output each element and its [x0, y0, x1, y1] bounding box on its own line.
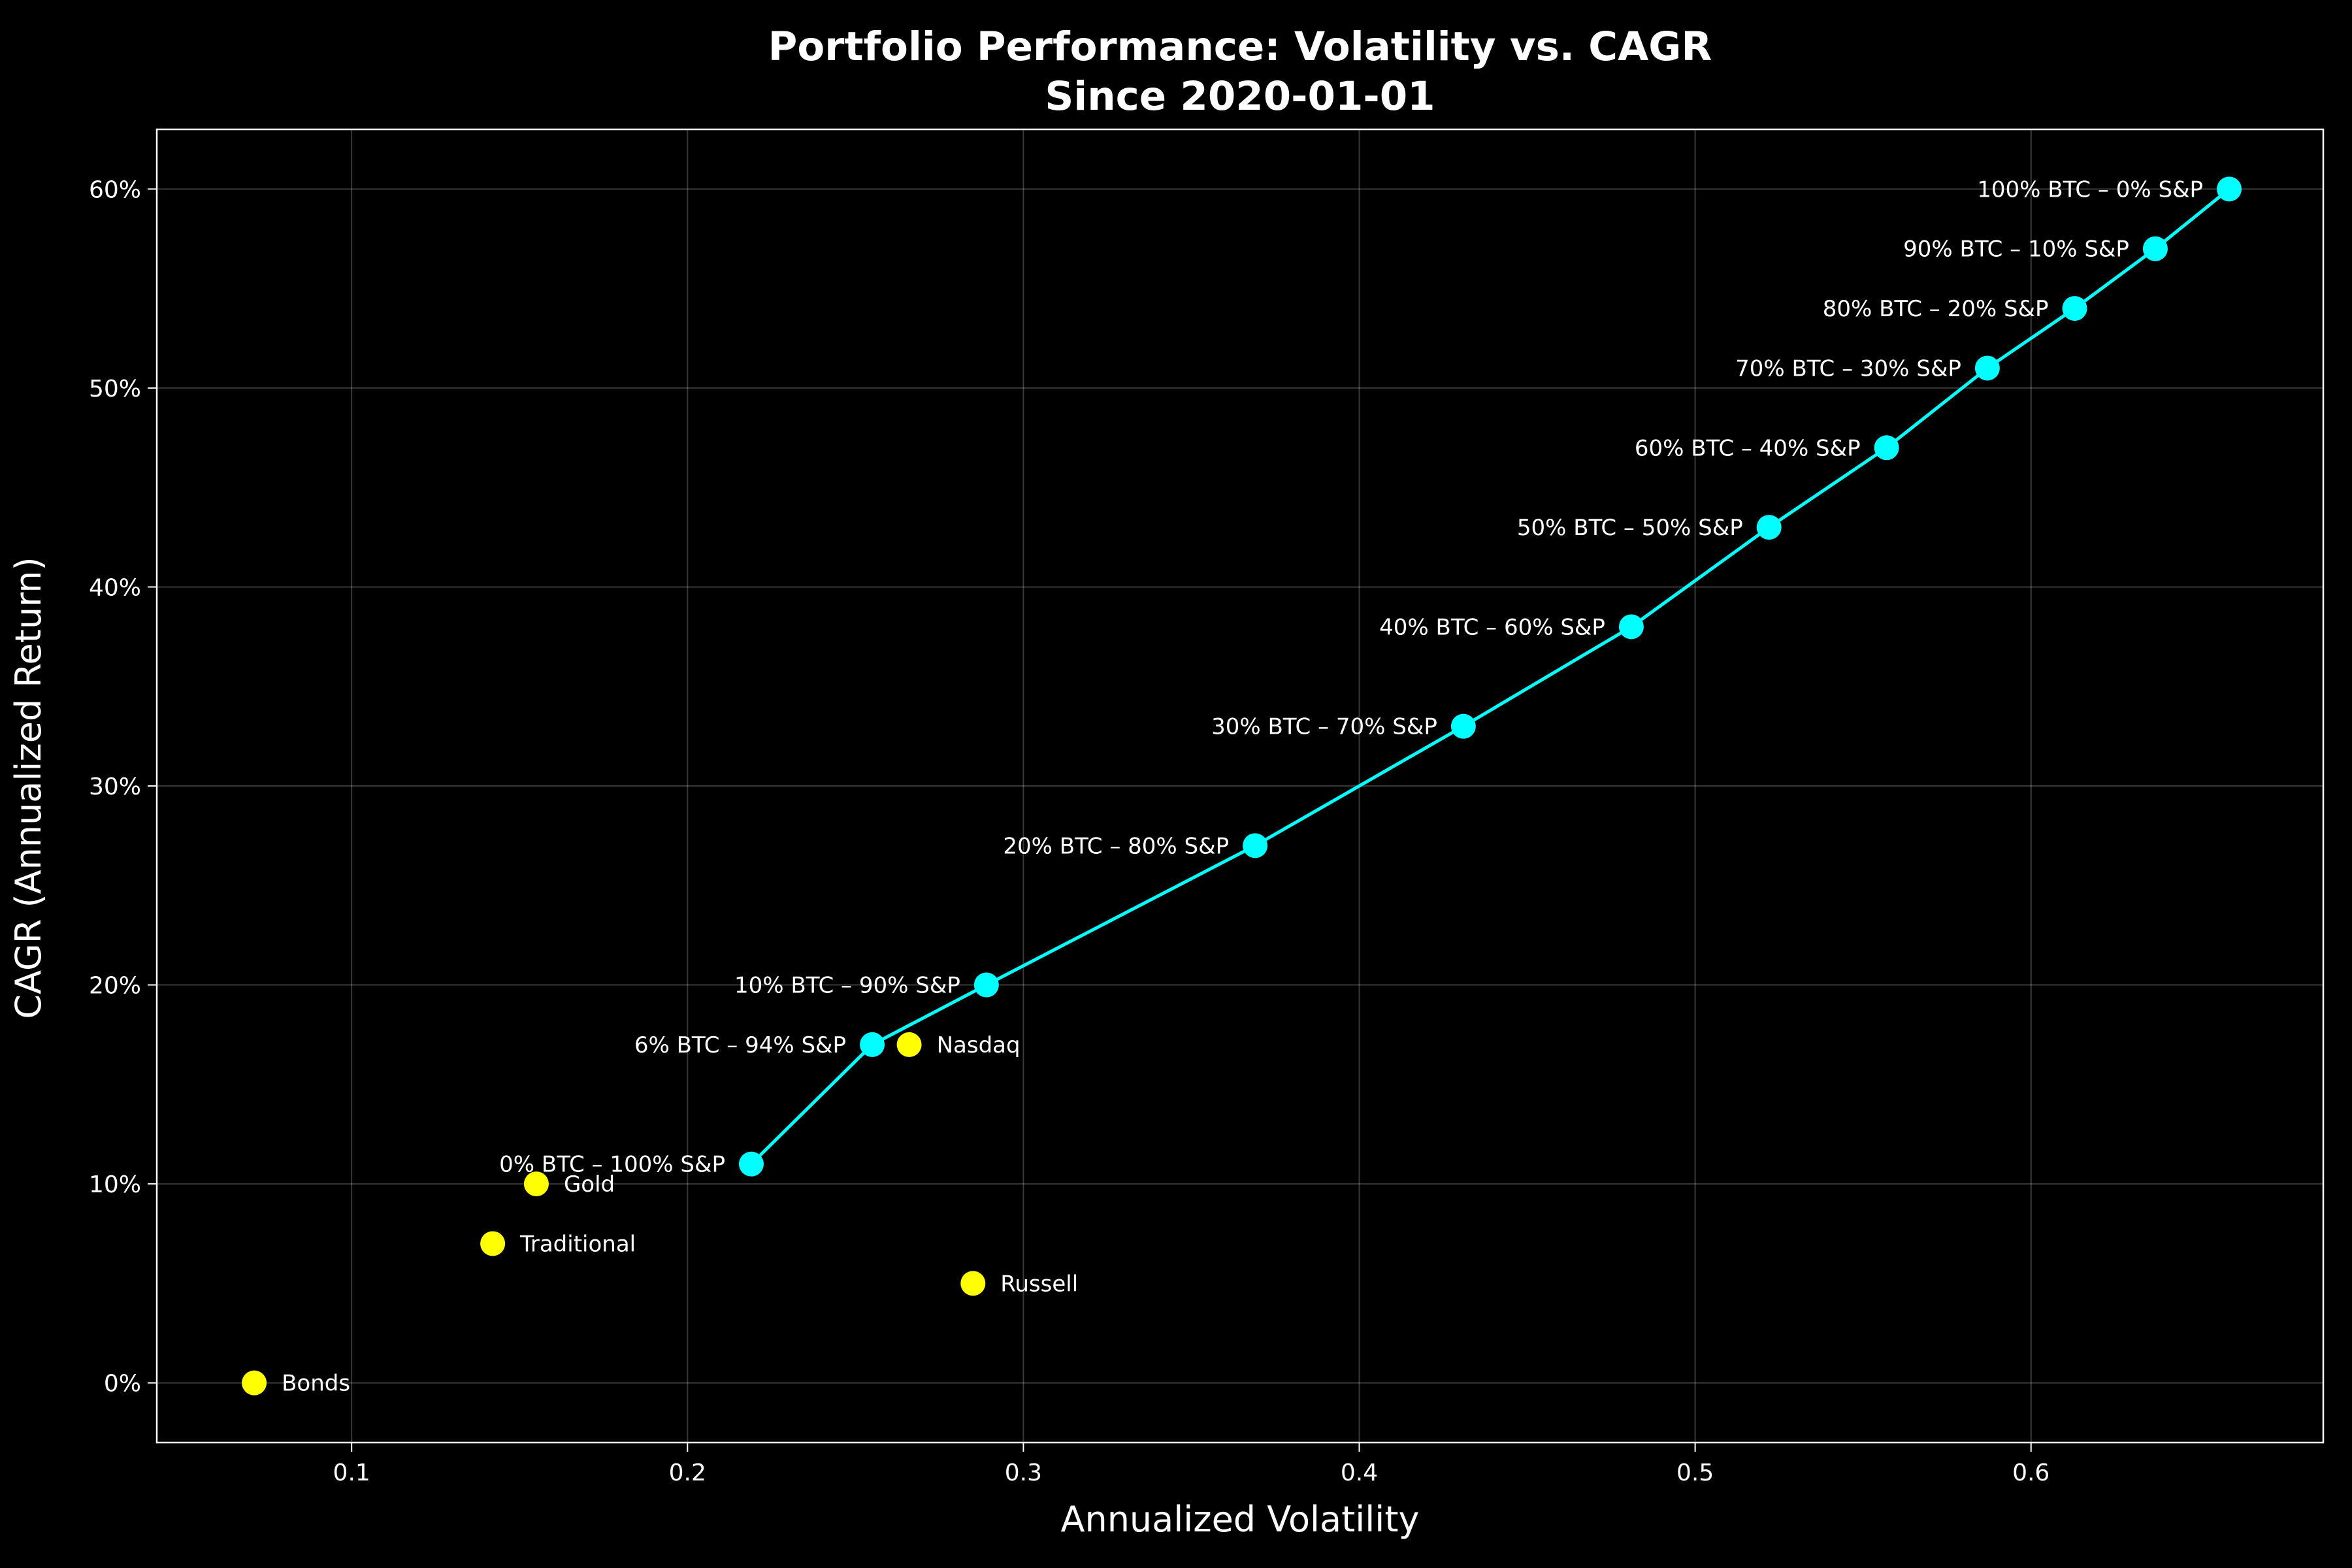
- series-1: Bonds Traditional Gold Nasdaq Russell: [242, 1032, 1078, 1397]
- data-point: [1874, 435, 1899, 461]
- point-label: Bonds: [282, 1371, 350, 1397]
- point-label: Traditional: [519, 1231, 636, 1257]
- data-point: [2217, 176, 2242, 202]
- x-tick-label: 0.1: [333, 1460, 370, 1486]
- y-tick-label: 50%: [89, 376, 141, 402]
- data-point: [2062, 296, 2087, 321]
- x-tick-label: 0.2: [669, 1460, 706, 1486]
- x-tick-label: 0.4: [1341, 1460, 1378, 1486]
- data-point: [896, 1032, 922, 1057]
- data-point: [1450, 713, 1476, 739]
- point-label: Russell: [1000, 1271, 1078, 1297]
- x-axis-label: Annualized Volatility: [1061, 1499, 1420, 1540]
- series-0: 0% BTC – 100% S&P6% BTC – 94% S&P10% BTC…: [499, 176, 2242, 1178]
- y-axis-label: CAGR (Annualized Return): [8, 557, 49, 1019]
- point-label: 50% BTC – 50% S&P: [1517, 515, 1743, 541]
- point-label: 20% BTC – 80% S&P: [1003, 833, 1229, 859]
- data-point: [242, 1370, 267, 1396]
- data-point: [523, 1171, 549, 1197]
- y-tick-label: 40%: [89, 574, 141, 601]
- series-line: [750, 188, 2230, 1166]
- data-point: [1756, 515, 1782, 540]
- point-label: 80% BTC – 20% S&P: [1823, 296, 2049, 322]
- axes: 0.1 0.2 0.3 0.4 0.5 0.6 0% 10% 20% 30% 40% 50% 60%: [89, 128, 2325, 1486]
- point-label: 10% BTC – 90% S&P: [734, 973, 960, 999]
- point-label: 6% BTC – 94% S&P: [634, 1032, 846, 1058]
- data-point: [1974, 355, 2000, 381]
- data-point: [2142, 236, 2168, 261]
- x-tick-label: 0.3: [1005, 1460, 1042, 1486]
- data-point: [973, 972, 999, 998]
- y-tick-label: 30%: [89, 774, 141, 800]
- data-point: [1618, 614, 1644, 640]
- data-point: [960, 1271, 986, 1296]
- x-tick-label: 0.6: [2012, 1460, 2050, 1486]
- point-label: Nasdaq: [937, 1032, 1021, 1058]
- series-layer: 0% BTC – 100% S&P6% BTC – 94% S&P10% BTC…: [242, 176, 2242, 1397]
- gridlines: [157, 129, 2323, 1443]
- chart-subtitle: Since 2020-01-01: [1045, 73, 1435, 120]
- data-point: [1243, 833, 1268, 858]
- y-tick-label: 0%: [104, 1371, 141, 1397]
- point-label: Gold: [564, 1171, 615, 1198]
- point-label: 30% BTC – 70% S&P: [1211, 714, 1437, 740]
- chart-title: Portfolio Performance: Volatility vs. CA…: [768, 24, 1712, 70]
- point-label: 40% BTC – 60% S&P: [1379, 614, 1605, 640]
- point-label: 70% BTC – 30% S&P: [1735, 355, 1961, 382]
- data-point: [738, 1151, 764, 1177]
- data-point: [480, 1231, 506, 1256]
- data-point: [860, 1032, 885, 1057]
- point-label: 60% BTC – 40% S&P: [1635, 435, 1861, 461]
- y-tick-label: 20%: [89, 973, 141, 1000]
- y-tick-label: 60%: [89, 176, 141, 203]
- y-tick-label: 10%: [89, 1171, 141, 1198]
- x-tick-label: 0.5: [1676, 1460, 1714, 1486]
- point-label: 90% BTC – 10% S&P: [1903, 237, 2129, 263]
- point-label: 100% BTC – 0% S&P: [1977, 176, 2203, 203]
- plot-frame: [155, 128, 2325, 1444]
